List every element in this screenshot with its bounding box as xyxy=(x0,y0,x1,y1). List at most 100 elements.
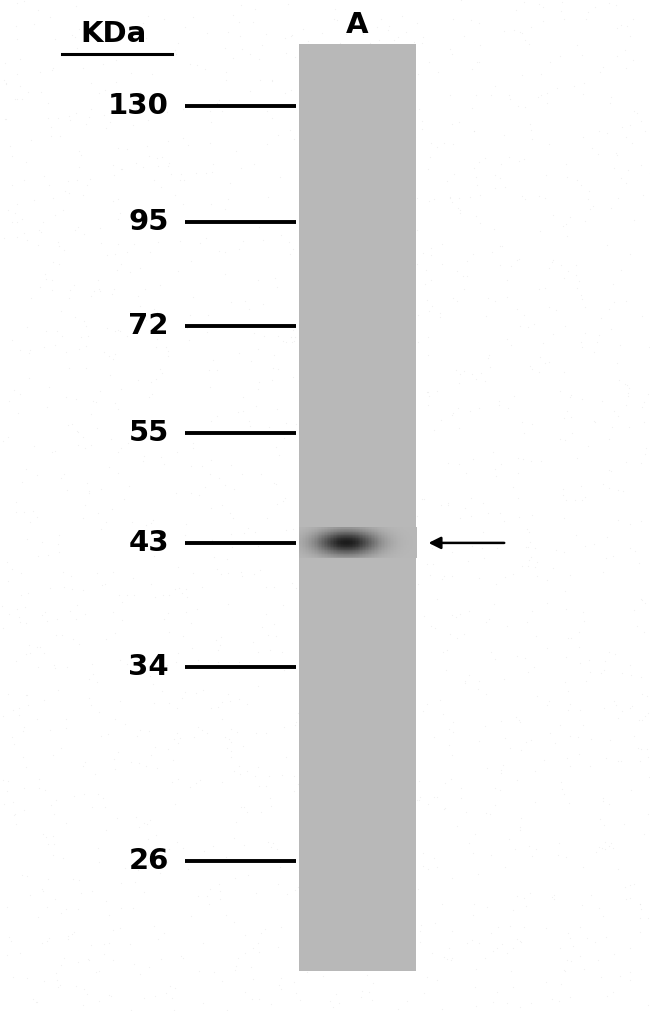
Bar xyxy=(299,452,416,456)
Point xyxy=(496,765,506,782)
Bar xyxy=(299,485,416,489)
Bar xyxy=(337,554,339,556)
Point xyxy=(0,771,8,788)
Point xyxy=(580,488,590,504)
Bar xyxy=(411,529,414,531)
Bar xyxy=(397,535,399,537)
Point xyxy=(442,950,452,967)
Point xyxy=(273,127,283,144)
Bar xyxy=(356,556,358,557)
Point xyxy=(484,347,495,363)
Bar xyxy=(320,539,322,541)
Bar xyxy=(332,538,333,539)
Bar xyxy=(299,550,301,551)
Bar xyxy=(330,532,332,534)
Bar xyxy=(406,538,408,539)
Bar xyxy=(311,554,313,556)
Bar xyxy=(407,556,410,557)
Bar xyxy=(299,726,416,730)
Point xyxy=(626,782,636,798)
Bar xyxy=(299,531,301,532)
Bar xyxy=(341,539,344,541)
Point xyxy=(374,428,384,444)
Point xyxy=(93,840,103,856)
Bar xyxy=(340,556,342,558)
Bar xyxy=(337,536,339,538)
Bar xyxy=(368,546,370,548)
Bar xyxy=(322,551,324,553)
Bar xyxy=(299,248,416,252)
Bar xyxy=(344,528,346,530)
Point xyxy=(46,444,57,460)
Point xyxy=(216,566,226,582)
Point xyxy=(94,962,104,979)
Bar xyxy=(340,533,342,535)
Bar xyxy=(315,542,317,544)
Point xyxy=(443,939,454,955)
Point xyxy=(244,419,255,435)
Point xyxy=(174,579,184,595)
Bar xyxy=(384,535,386,537)
Point xyxy=(99,936,109,952)
Bar xyxy=(328,539,330,541)
Bar xyxy=(360,549,363,550)
Bar xyxy=(415,555,417,556)
Point xyxy=(205,103,215,119)
Bar xyxy=(406,542,408,544)
Point xyxy=(502,619,512,635)
Bar xyxy=(385,552,387,554)
Bar xyxy=(360,533,363,535)
Bar xyxy=(394,553,396,555)
Bar xyxy=(299,951,416,955)
Bar xyxy=(321,534,323,536)
Bar xyxy=(413,532,415,534)
Bar xyxy=(365,540,367,542)
Point xyxy=(199,843,209,859)
Point xyxy=(321,433,332,449)
Bar xyxy=(358,545,359,547)
Bar xyxy=(391,527,393,529)
Point xyxy=(19,779,29,796)
Bar xyxy=(409,553,411,555)
Point xyxy=(408,316,418,333)
Bar xyxy=(299,723,416,727)
Point xyxy=(380,296,391,312)
Bar xyxy=(393,540,395,542)
Point xyxy=(190,165,201,181)
Bar xyxy=(391,534,393,536)
Bar xyxy=(299,54,416,58)
Point xyxy=(87,665,98,681)
Bar xyxy=(299,917,416,921)
Bar xyxy=(330,544,332,546)
Point xyxy=(425,149,436,165)
Bar xyxy=(335,543,338,544)
Bar xyxy=(304,546,306,548)
Bar xyxy=(299,408,416,412)
Point xyxy=(577,291,587,307)
Point xyxy=(187,640,197,656)
Bar xyxy=(403,544,405,546)
Point xyxy=(49,657,60,673)
Point xyxy=(94,993,104,1009)
Bar xyxy=(322,552,324,554)
Bar xyxy=(330,529,332,531)
Point xyxy=(221,72,231,88)
Bar xyxy=(332,553,333,555)
Bar xyxy=(299,646,416,650)
Bar xyxy=(380,556,382,558)
Bar xyxy=(394,540,396,542)
Bar xyxy=(370,550,373,551)
Bar xyxy=(388,546,390,548)
Bar xyxy=(400,544,402,546)
Bar xyxy=(321,551,323,553)
Bar xyxy=(358,534,359,536)
Bar xyxy=(309,528,311,530)
Point xyxy=(577,492,588,509)
Bar xyxy=(299,954,416,958)
Point xyxy=(17,210,27,226)
Point xyxy=(212,95,222,111)
Point xyxy=(276,317,286,334)
Bar xyxy=(360,528,363,530)
Bar xyxy=(299,861,416,865)
Bar xyxy=(370,554,373,556)
